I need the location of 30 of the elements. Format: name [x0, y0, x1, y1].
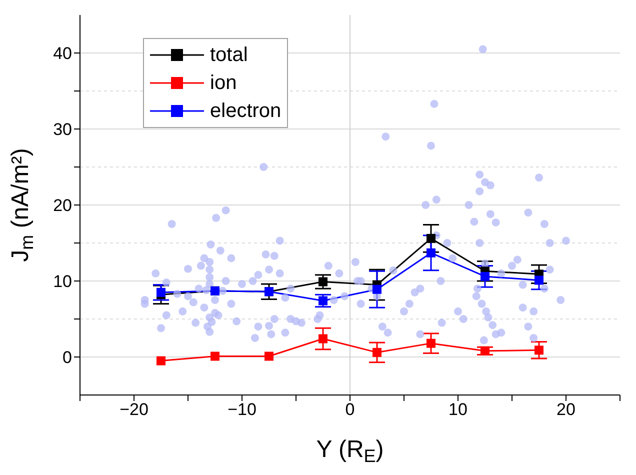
point: [156, 288, 166, 297]
point: [426, 234, 436, 243]
x-tick-label: −20: [120, 400, 148, 420]
x-tick-label: −10: [228, 400, 256, 420]
x-axis-title: Y (R$_{E}$): [316, 436, 384, 466]
point: [318, 277, 328, 286]
y-tick-label: 20: [53, 196, 72, 216]
point: [534, 276, 544, 285]
point: [426, 338, 436, 348]
point: [264, 352, 274, 361]
y-tick-label: 10: [53, 272, 72, 292]
point: [534, 346, 544, 355]
point: [480, 346, 490, 356]
x-tick-label: 20: [556, 400, 576, 420]
point: [210, 352, 220, 361]
point: [318, 296, 328, 306]
y-tick-label: 30: [53, 120, 72, 140]
point: [372, 348, 382, 357]
point: [372, 284, 382, 294]
point: [426, 248, 436, 258]
legend-label: electron: [210, 100, 282, 122]
y-tick-label: 0: [62, 348, 72, 368]
point: [480, 272, 490, 281]
y-tick-label: 40: [53, 44, 72, 64]
legend-label: ion: [210, 72, 237, 94]
legend-label: total: [210, 44, 248, 66]
point: [318, 334, 328, 344]
x-tick-label: 10: [448, 400, 468, 420]
point: [156, 356, 166, 366]
x-tick-label: 0: [345, 400, 355, 420]
